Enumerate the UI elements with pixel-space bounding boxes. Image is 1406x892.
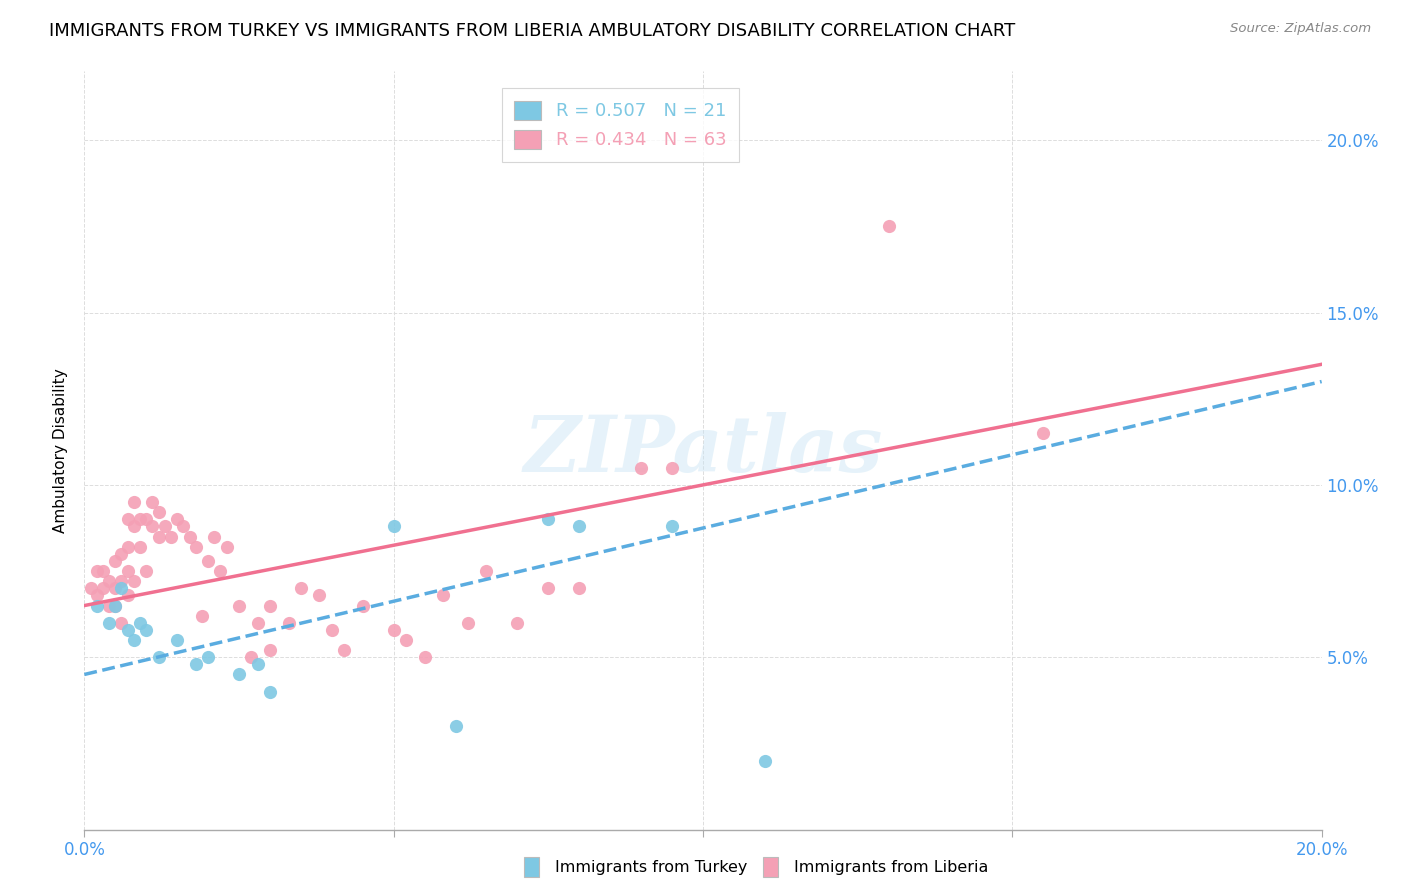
Point (259, 684, 281, 698)
Point (215, 540, 238, 554)
Point (104, 599, 127, 613)
Point (197, 554, 219, 568)
Point (104, 599, 127, 613)
Point (79, 582, 101, 596)
Point (122, 495, 145, 509)
Point (1032, 426, 1054, 441)
Point (277, 615, 299, 630)
Point (630, 460, 652, 475)
Point (290, 582, 312, 596)
Point (754, 754, 776, 768)
Point (661, 460, 683, 475)
Point (184, 657, 207, 672)
Point (568, 519, 591, 533)
Point (135, 564, 157, 578)
Point (129, 540, 152, 554)
Point (86, 599, 108, 613)
Point (259, 643, 281, 657)
Point (321, 623, 343, 637)
Point (568, 582, 591, 596)
Point (98, 615, 121, 630)
Point (153, 519, 176, 533)
Point (110, 615, 132, 630)
Point (122, 519, 145, 533)
Point (352, 599, 374, 613)
Point (240, 650, 263, 665)
Point (413, 650, 436, 665)
Point (179, 530, 201, 544)
Point (172, 519, 194, 533)
Point (246, 615, 269, 630)
Point (148, 650, 170, 665)
Point (209, 564, 232, 578)
Point (117, 564, 139, 578)
Point (432, 588, 454, 602)
Point (122, 633, 145, 648)
Point (117, 540, 139, 554)
Point (141, 495, 163, 509)
Legend: R = 0.507   N = 21, R = 0.434   N = 63: R = 0.507 N = 21, R = 0.434 N = 63 (502, 88, 740, 162)
Point (110, 547, 132, 561)
Point (98, 574, 121, 589)
Point (444, 719, 467, 733)
Point (191, 608, 214, 623)
Point (160, 530, 183, 544)
Text: ZIPatlas: ZIPatlas (523, 412, 883, 489)
Point (117, 588, 139, 602)
Point (104, 582, 127, 596)
Point (148, 506, 170, 520)
Point (135, 623, 157, 637)
Point (202, 530, 225, 544)
Point (122, 574, 145, 589)
Text: Immigrants from Turkey: Immigrants from Turkey (555, 860, 748, 874)
Point (246, 657, 269, 672)
Point (117, 512, 139, 526)
Text: Source: ZipAtlas.com: Source: ZipAtlas.com (1230, 22, 1371, 36)
Point (382, 519, 405, 533)
Point (117, 623, 139, 637)
Point (228, 599, 250, 613)
Point (129, 512, 152, 526)
Point (184, 540, 207, 554)
Point (537, 512, 560, 526)
Point (141, 519, 163, 533)
Point (661, 519, 683, 533)
Point (506, 615, 529, 630)
Point (197, 650, 219, 665)
Point (91, 564, 114, 578)
Point (475, 564, 498, 578)
Point (166, 512, 188, 526)
Point (166, 633, 188, 648)
Text: IMMIGRANTS FROM TURKEY VS IMMIGRANTS FROM LIBERIA AMBULATORY DISABILITY CORRELAT: IMMIGRANTS FROM TURKEY VS IMMIGRANTS FRO… (49, 22, 1015, 40)
Point (457, 615, 479, 630)
Point (537, 582, 560, 596)
Point (308, 588, 330, 602)
Point (110, 582, 132, 596)
Point (148, 530, 170, 544)
Point (333, 643, 356, 657)
Point (877, 219, 900, 234)
Point (135, 512, 157, 526)
Point (110, 574, 132, 589)
Point (98, 599, 121, 613)
Point (129, 615, 152, 630)
Point (382, 623, 405, 637)
Point (228, 667, 250, 681)
Text: Immigrants from Liberia: Immigrants from Liberia (794, 860, 988, 874)
Point (259, 599, 281, 613)
Point (395, 633, 418, 648)
Point (86, 588, 108, 602)
Y-axis label: Ambulatory Disability: Ambulatory Disability (53, 368, 69, 533)
Point (104, 554, 127, 568)
Point (91, 582, 114, 596)
Point (86, 564, 108, 578)
